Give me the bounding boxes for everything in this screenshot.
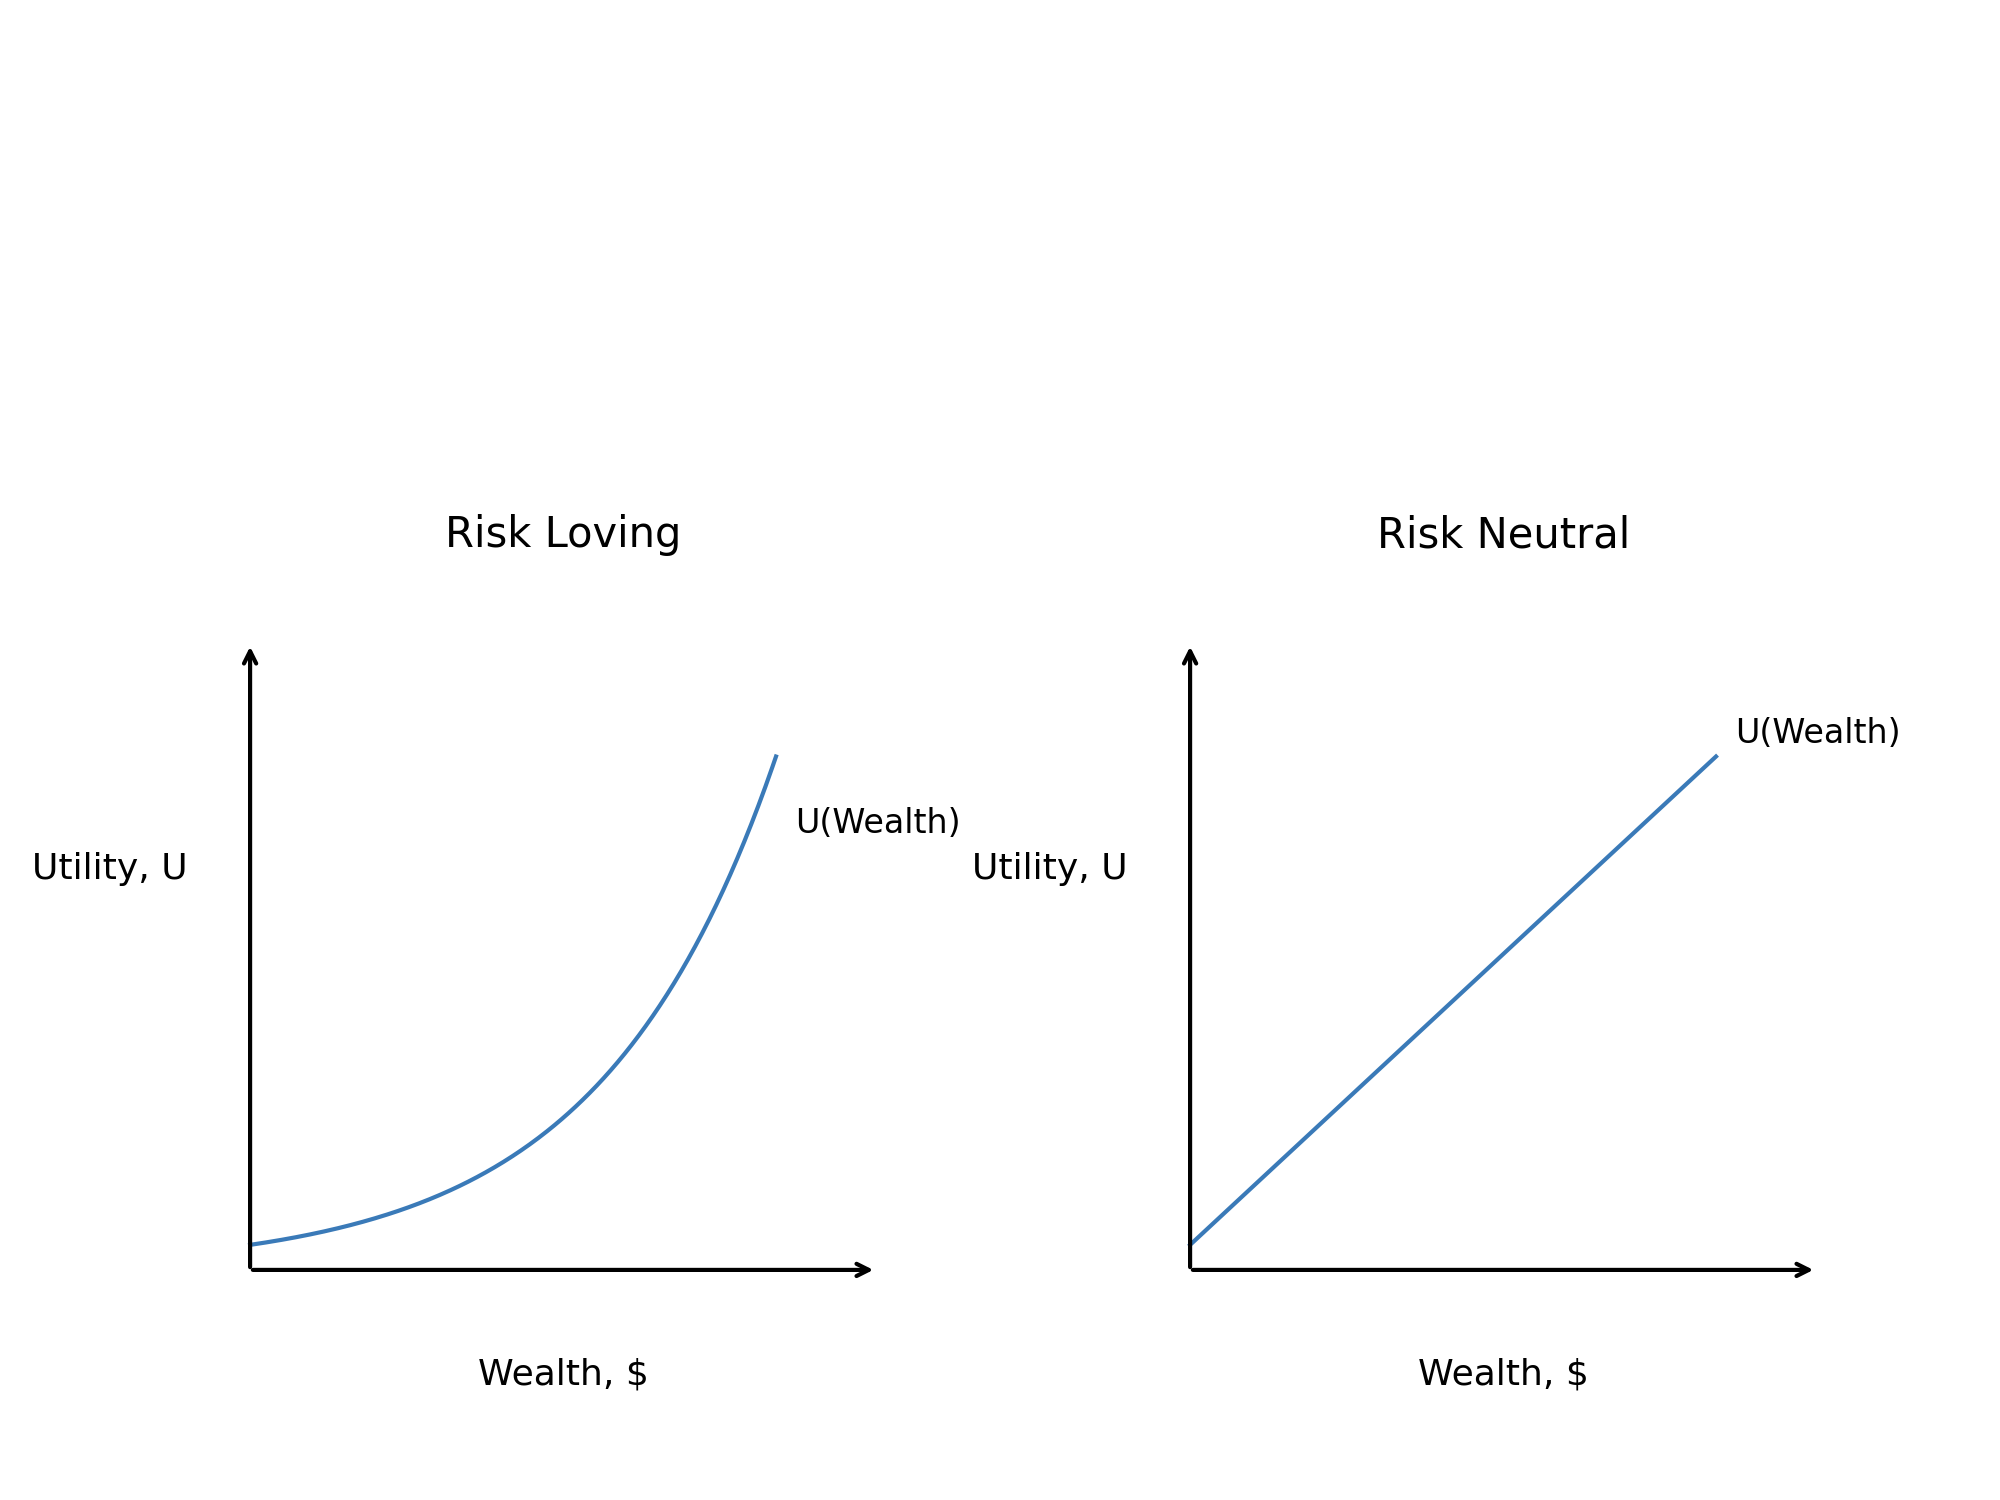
Text: Utility, U: Utility, U: [972, 852, 1128, 886]
Text: U(Wealth): U(Wealth): [794, 807, 960, 840]
Text: Utility, U: Utility, U: [32, 852, 188, 886]
Text: Risk Loving: Risk Loving: [444, 514, 682, 556]
Text: Wealth, $: Wealth, $: [1418, 1358, 1588, 1392]
Text: Risk Neutral: Risk Neutral: [1376, 514, 1630, 556]
Text: Wealth, $: Wealth, $: [478, 1358, 648, 1392]
Text: U(Wealth): U(Wealth): [1734, 717, 1900, 750]
